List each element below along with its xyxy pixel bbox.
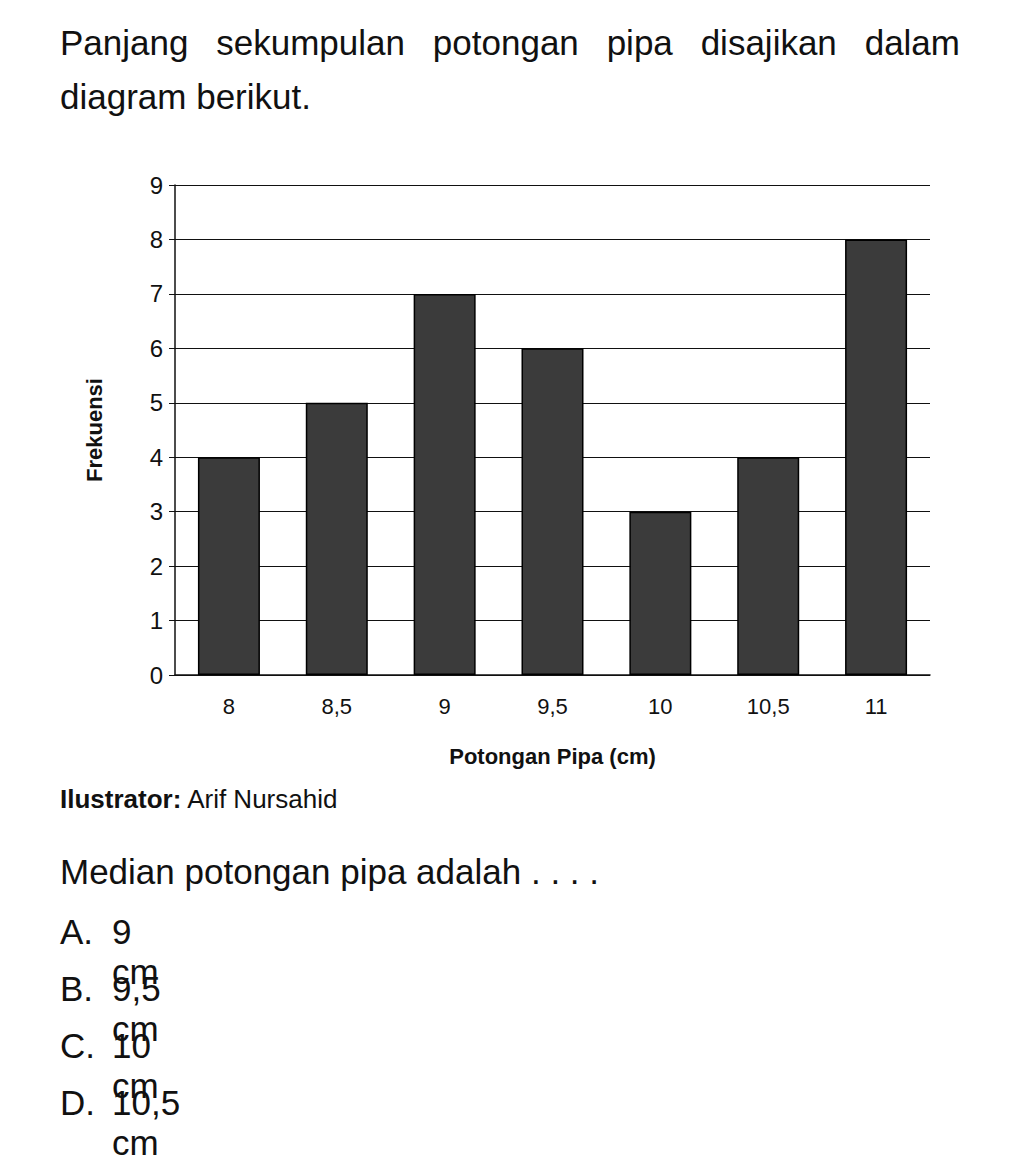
svg-text:10: 10 [648,694,672,719]
html-text:D.: D. [60,1083,95,1122]
svg-text:9,5: 9,5 [537,694,568,719]
html-text:10 cm: 10 cm [112,1026,159,1105]
svg-text:5: 5 [150,389,163,416]
svg-text:0: 0 [150,662,163,689]
svg-text:2: 2 [150,553,163,580]
svg-text:1: 1 [150,607,163,634]
svg-text:8: 8 [223,694,235,719]
svg-text:3: 3 [150,498,163,525]
svg-text:9: 9 [439,694,451,719]
svg-text:8,5: 8,5 [321,694,352,719]
html-text:A.: A. [60,912,94,951]
svg-text:7: 7 [150,280,163,307]
svg-text:Frekuensi: Frekuensi [82,378,107,482]
html-text:9,5 cm: 9,5 cm [112,969,161,1048]
html-text:9 cm: 9 cm [112,912,159,991]
svg-text:11: 11 [865,694,888,719]
svg-text:9: 9 [150,172,163,199]
svg-text:Potongan Pipa (cm): Potongan Pipa (cm) [449,744,656,769]
html-text:Panjang sekumpulan potongan pi: Panjang sekumpulan potongan pipa disajik… [60,23,960,116]
svg-text:6: 6 [150,335,163,362]
html-text:Median potongan pipa adalah .: Median potongan pipa adalah . . . . [60,852,599,891]
svg-text:4: 4 [150,444,163,471]
html-text:B.: B. [60,969,94,1008]
svg-text:10,5: 10,5 [747,694,790,719]
svg-text:8: 8 [150,226,163,253]
html-text:Ilustrator: Arif Nursahid: Ilustrator: Arif Nursahid [60,784,338,814]
html-text:C.: C. [60,1026,95,1065]
